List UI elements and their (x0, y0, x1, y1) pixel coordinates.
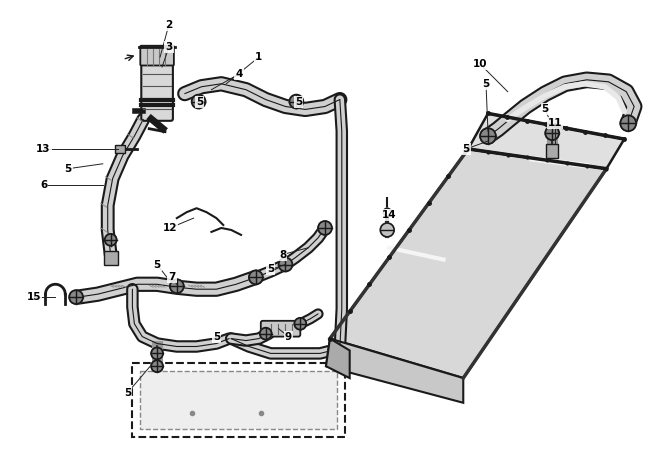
Polygon shape (326, 339, 463, 403)
Circle shape (105, 234, 116, 246)
Text: 11: 11 (548, 118, 562, 128)
Polygon shape (326, 339, 350, 378)
Text: 5: 5 (541, 105, 549, 115)
FancyBboxPatch shape (141, 63, 173, 121)
Text: 5: 5 (64, 164, 72, 174)
Text: 8: 8 (279, 250, 286, 260)
Circle shape (69, 290, 83, 304)
Polygon shape (330, 149, 606, 378)
Polygon shape (468, 113, 624, 169)
Text: 5: 5 (196, 97, 203, 106)
Bar (114, 145, 125, 153)
Text: 5: 5 (213, 331, 220, 341)
Text: 5: 5 (124, 388, 131, 398)
Text: 15: 15 (27, 292, 41, 302)
Bar (546, 144, 558, 158)
Text: 5: 5 (267, 264, 274, 275)
Text: 5: 5 (153, 259, 161, 270)
Circle shape (294, 318, 306, 330)
Text: 12: 12 (162, 223, 177, 233)
Circle shape (380, 223, 394, 237)
Text: 3: 3 (165, 42, 172, 52)
Bar (133, 364, 344, 437)
Bar (104, 251, 118, 265)
FancyBboxPatch shape (261, 321, 300, 336)
Circle shape (545, 126, 559, 140)
Circle shape (289, 95, 304, 108)
Text: 2: 2 (165, 19, 172, 29)
FancyBboxPatch shape (140, 46, 174, 65)
Circle shape (151, 360, 163, 372)
Text: 9: 9 (285, 331, 292, 341)
Circle shape (620, 115, 636, 131)
Text: 6: 6 (40, 180, 47, 190)
Text: 13: 13 (36, 144, 51, 154)
Text: 14: 14 (382, 210, 396, 220)
Text: 5: 5 (463, 144, 470, 154)
Circle shape (170, 279, 184, 293)
Text: 1: 1 (255, 52, 263, 62)
Circle shape (192, 95, 205, 108)
Text: 5: 5 (482, 79, 489, 89)
Text: 5: 5 (294, 97, 302, 106)
Circle shape (480, 128, 496, 144)
Circle shape (249, 271, 263, 284)
Text: 7: 7 (168, 272, 176, 282)
Circle shape (318, 221, 332, 235)
Bar (140, 371, 337, 429)
Circle shape (151, 347, 163, 359)
Circle shape (384, 208, 391, 216)
Circle shape (279, 258, 293, 272)
Text: 10: 10 (473, 59, 488, 69)
Circle shape (260, 328, 272, 340)
Text: 4: 4 (235, 69, 242, 79)
